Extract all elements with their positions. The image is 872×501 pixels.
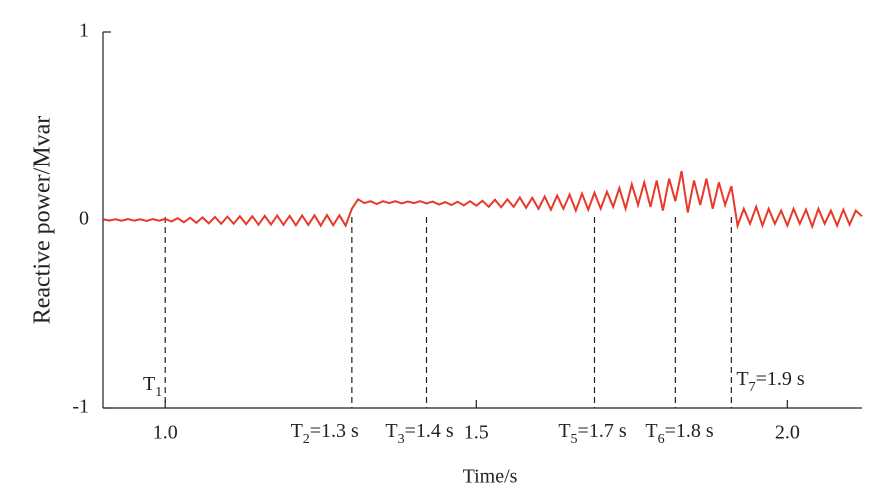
marker-label-suffix: =1.8 s [665, 420, 714, 442]
marker-label-main: T [645, 420, 657, 442]
marker-label-sub: 6 [658, 432, 665, 447]
marker-label: T2=1.3 s [291, 420, 359, 447]
marker-label: T1 [143, 373, 162, 400]
marker-label: T7=1.9 s [736, 368, 804, 395]
marker-label-main: T [291, 420, 303, 442]
y-axis-label: Reactive power/Mvar [30, 116, 56, 325]
x-axis-label: Time/s [463, 466, 518, 488]
marker-label-sub: 3 [398, 432, 405, 447]
marker-label-main: T [736, 368, 748, 390]
x-tick-label: 1.0 [153, 422, 178, 444]
marker-label-sub: 1 [155, 385, 162, 400]
x-tick-label: 1.5 [464, 422, 489, 444]
marker-label-sub: 7 [749, 380, 756, 395]
marker-label: T6=1.8 s [645, 420, 713, 447]
data-line [102, 170, 863, 230]
marker-label-main: T [143, 373, 155, 395]
marker-label-suffix: =1.7 s [578, 420, 627, 442]
y-tick-label: 1 [79, 20, 89, 42]
marker-label-main: T [558, 420, 570, 442]
marker-label: T3=1.4 s [385, 420, 453, 447]
marker-label-suffix: =1.4 s [405, 420, 454, 442]
marker-label-main: T [385, 420, 397, 442]
marker-label-sub: 5 [571, 432, 578, 447]
x-tick-label: 2.0 [775, 422, 800, 444]
marker-label-suffix: =1.3 s [310, 420, 359, 442]
marker-label: T5=1.7 s [558, 420, 626, 447]
y-tick-label: -1 [72, 396, 89, 418]
marker-label-sub: 2 [303, 432, 310, 447]
y-tick-label: 0 [79, 208, 89, 230]
marker-label-suffix: =1.9 s [756, 368, 805, 390]
